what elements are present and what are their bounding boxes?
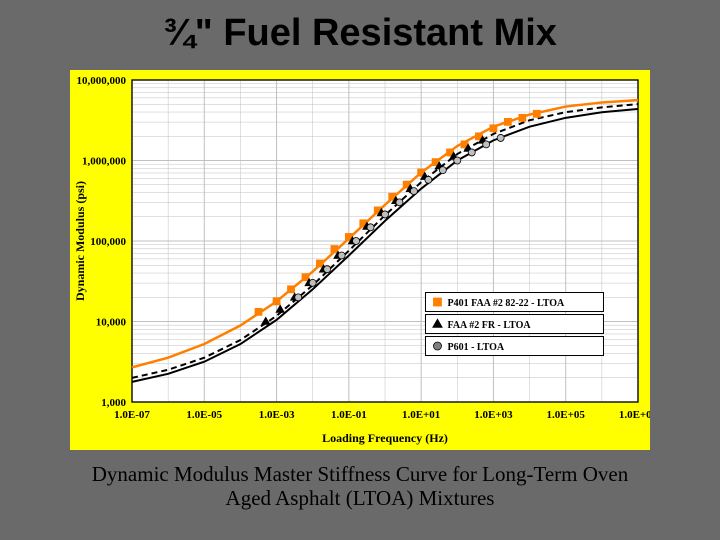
caption-line2: Aged Asphalt (LTOA) Mixtures	[226, 486, 495, 510]
svg-text:1.0E+03: 1.0E+03	[474, 409, 513, 421]
svg-text:Dynamic Modulus (psi): Dynamic Modulus (psi)	[73, 181, 87, 301]
svg-text:1,000,000: 1,000,000	[82, 156, 127, 168]
chart-container: 1,000 10,000 100,000 1,000,000 10,000,000 1.0…	[70, 70, 650, 450]
modulus-chart: 1,000 10,000 100,000 1,000,000 10,000,000 1.0…	[70, 70, 650, 450]
svg-text:1,000: 1,000	[101, 397, 126, 409]
slide: ¾" Fuel Resistant Mix 1,000 10,000 100,000…	[0, 0, 720, 540]
svg-text:Loading Frequency (Hz): Loading Frequency (Hz)	[322, 431, 448, 445]
svg-text:P401 FAA #2 82-22 - LTOA: P401 FAA #2 82-22 - LTOA	[447, 298, 565, 309]
svg-text:1.0E+07: 1.0E+07	[619, 409, 650, 421]
svg-text:1.0E-03: 1.0E-03	[259, 409, 295, 421]
svg-text:1.0E+01: 1.0E+01	[402, 409, 440, 421]
svg-text:1.0E-01: 1.0E-01	[331, 409, 367, 421]
svg-text:100,000: 100,000	[90, 236, 126, 248]
svg-text:1.0E+05: 1.0E+05	[547, 409, 586, 421]
svg-text:FAA #2 FR - LTOA: FAA #2 FR - LTOA	[447, 320, 531, 331]
caption-line1: Dynamic Modulus Master Stiffness Curve f…	[92, 462, 628, 486]
svg-text:P601 - LTOA: P601 - LTOA	[447, 342, 504, 353]
slide-title: ¾" Fuel Resistant Mix	[0, 12, 720, 55]
svg-text:10,000: 10,000	[96, 317, 127, 329]
caption: Dynamic Modulus Master Stiffness Curve f…	[0, 462, 720, 510]
svg-text:1.0E-07: 1.0E-07	[114, 409, 150, 421]
svg-text:1.0E-05: 1.0E-05	[186, 409, 222, 421]
svg-text:10,000,000: 10,000,000	[77, 75, 127, 87]
